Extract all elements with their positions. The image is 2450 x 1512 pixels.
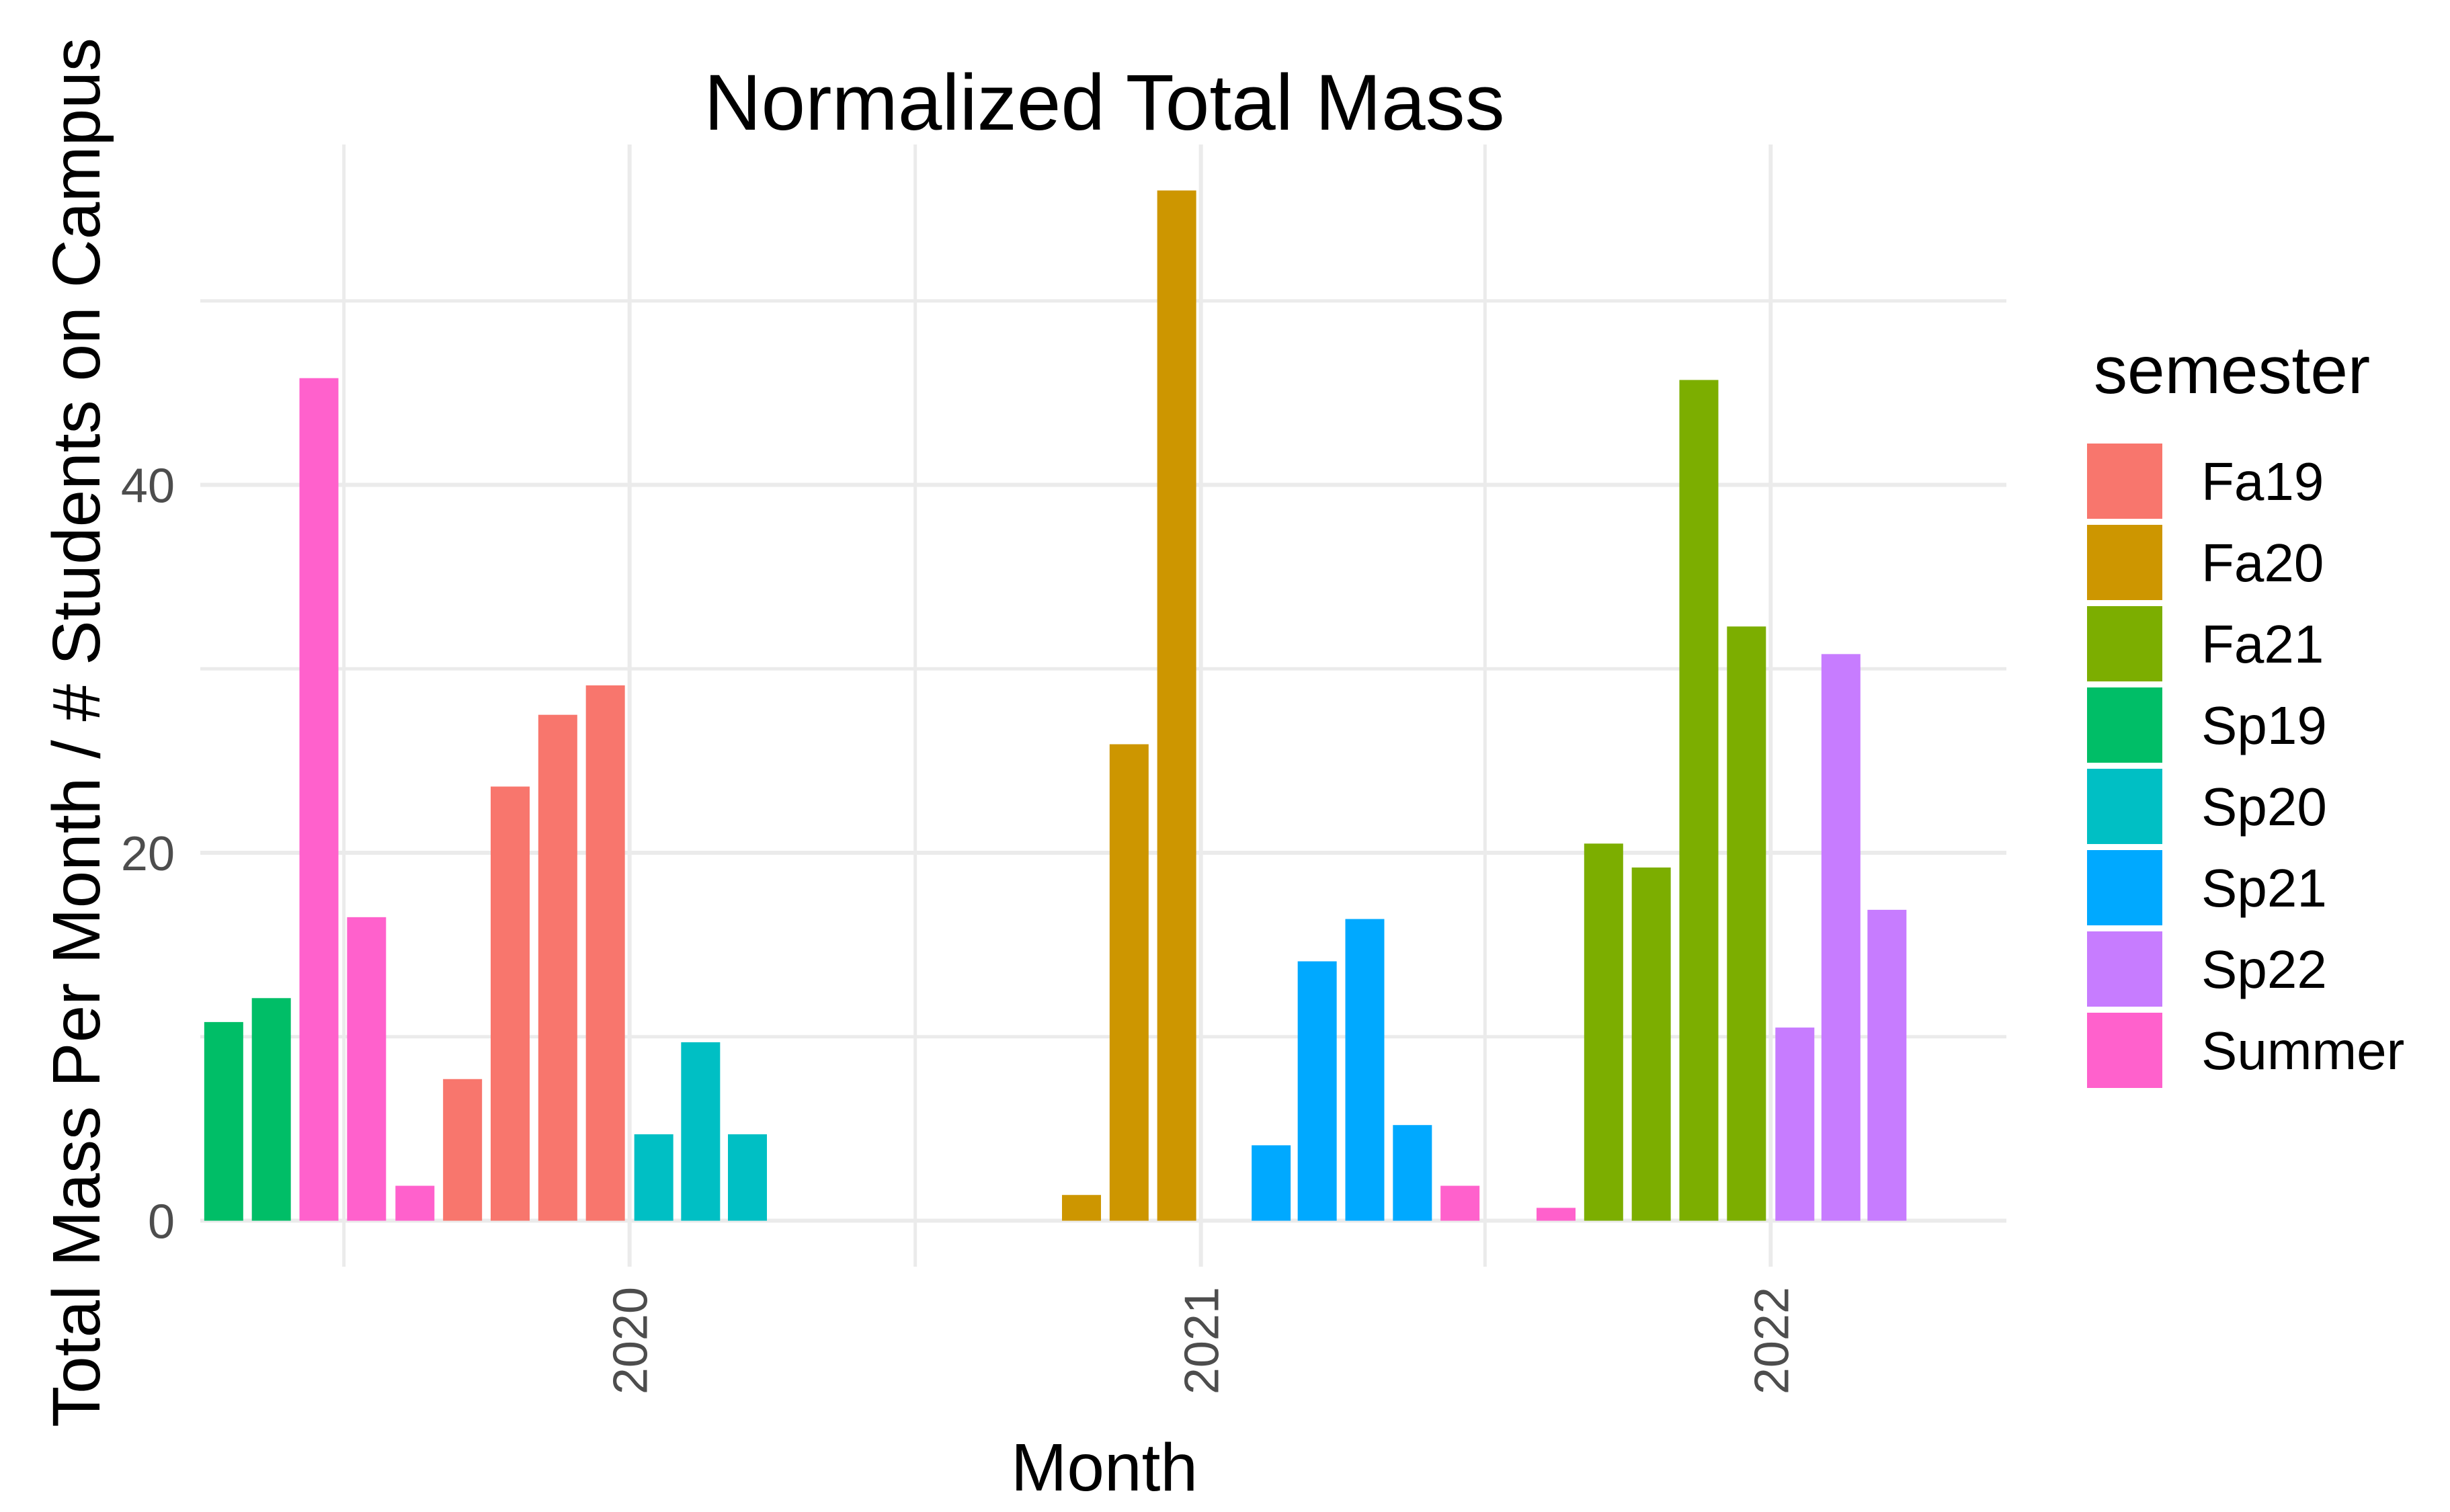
y-axis-title: Total Mass Per Month / # Students on Cam… (39, 38, 114, 1427)
bar-summer-2021-08 (1536, 1208, 1576, 1221)
bar-fa20-2020-11 (1109, 744, 1149, 1221)
bars (204, 190, 1907, 1221)
y-tick-label: 20 (121, 827, 175, 881)
legend: semester Fa19 Fa20 Fa21 Sp19 Sp20 Sp21 Sp22 Sum… (2087, 333, 2404, 1088)
bar-fa21-2021-10 (1631, 867, 1671, 1221)
axes: 0 20 40 2020 2021 2022 (121, 459, 1799, 1394)
legend-key-sp20 (2087, 769, 2162, 844)
legend-label-fa21: Fa21 (2201, 614, 2324, 674)
bar-fa19-2019-09 (443, 1079, 483, 1221)
bar-sp22-2022-02 (1821, 654, 1861, 1221)
y-tick-label: 40 (121, 459, 175, 513)
legend-key-fa20 (2087, 525, 2162, 600)
legend-key-fa21 (2087, 606, 2162, 681)
legend-key-sp21 (2087, 850, 2162, 925)
bar-sp22-2022-01 (1775, 1027, 1815, 1221)
legend-label-sp20: Sp20 (2201, 777, 2327, 837)
bar-sp21-2021-03 (1297, 961, 1337, 1221)
legend-key-sp19 (2087, 687, 2162, 763)
x-tick-label: 2021 (1176, 1287, 1229, 1394)
bar-fa19-2019-12 (585, 685, 625, 1221)
bar-sp21-2021-05 (1393, 1125, 1432, 1221)
bar-sp21-2021-02 (1252, 1145, 1291, 1221)
bar-sp19-2019-05 (251, 998, 291, 1221)
legend-label-sp21: Sp21 (2201, 858, 2327, 918)
bar-fa20-2020-12 (1157, 190, 1196, 1221)
legend-label-sp19: Sp19 (2201, 696, 2327, 755)
bar-fa21-2021-12 (1727, 626, 1766, 1221)
bar-fa20-2020-10 (1061, 1195, 1101, 1221)
bar-sp20-2020-03 (727, 1134, 767, 1221)
legend-key-fa19 (2087, 444, 2162, 519)
x-tick-label: 2020 (604, 1287, 658, 1394)
legend-label-sp22: Sp22 (2201, 939, 2327, 999)
bar-summer-2019-07 (347, 917, 386, 1221)
bar-sp19-2019-04 (204, 1021, 243, 1221)
bar-fa19-2019-10 (490, 786, 530, 1221)
bar-summer-2019-08 (395, 1185, 435, 1221)
bar-fa19-2019-11 (538, 714, 577, 1221)
legend-key-sp22 (2087, 931, 2162, 1007)
bar-sp21-2021-04 (1345, 919, 1385, 1221)
legend-label-fa20: Fa20 (2201, 533, 2324, 593)
legend-label-summer: Summer (2201, 1021, 2404, 1081)
x-axis-title: Month (1011, 1430, 1198, 1505)
bar-sp20-2020-02 (681, 1042, 721, 1221)
bar-sp22-2022-03 (1867, 909, 1907, 1221)
legend-label-fa19: Fa19 (2201, 452, 2324, 511)
legend-key-summer (2087, 1013, 2162, 1088)
bar-fa21-2021-09 (1584, 843, 1623, 1221)
bar-summer-2019-06 (299, 378, 339, 1221)
bar-fa21-2021-11 (1679, 380, 1719, 1221)
chart-title: Normalized Total Mass (704, 58, 1504, 147)
x-tick-label: 2022 (1745, 1287, 1799, 1394)
bar-summer-2021-06 (1440, 1185, 1480, 1221)
legend-title: semester (2094, 333, 2370, 408)
y-tick-label: 0 (148, 1195, 175, 1249)
bar-sp20-2020-01 (634, 1134, 673, 1221)
